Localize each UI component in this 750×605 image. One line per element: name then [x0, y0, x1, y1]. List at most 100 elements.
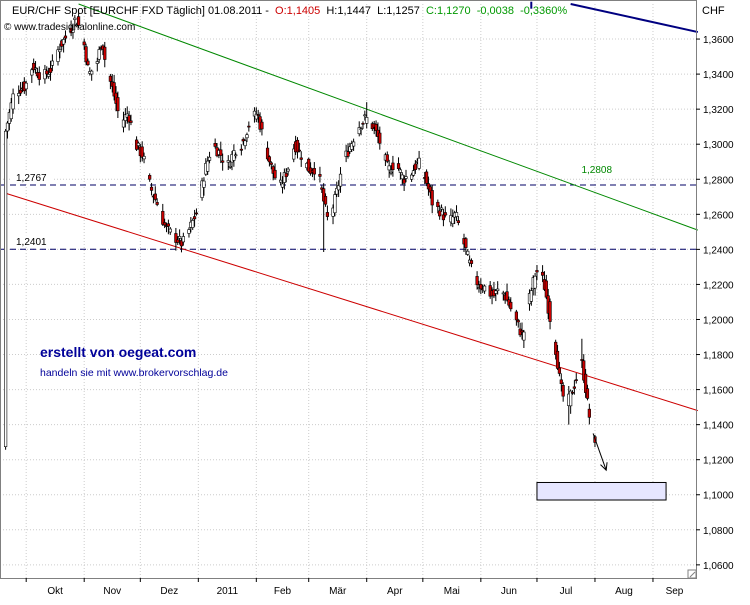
candle-body [140, 146, 144, 158]
candle-body [86, 60, 90, 65]
candle-body [335, 188, 339, 195]
candle-body [337, 185, 341, 191]
candle-body [464, 238, 468, 248]
candle-body [352, 141, 356, 147]
candle-body [529, 290, 533, 302]
candle-body [273, 169, 277, 179]
candle-body [350, 143, 354, 150]
candle-body [30, 69, 34, 76]
candle-body [161, 210, 165, 225]
candle-body [557, 367, 562, 374]
candle-body [11, 93, 15, 110]
candle-body [555, 350, 560, 369]
candle-body [163, 222, 167, 226]
candle-body [482, 285, 487, 292]
candle-body [361, 122, 365, 125]
candle-body [544, 280, 548, 298]
candle-body [76, 16, 81, 26]
target-zone [536, 481, 667, 501]
candle-body [540, 271, 545, 276]
candle-body [252, 110, 257, 117]
candle-body [174, 233, 178, 243]
candle-body [424, 171, 429, 184]
candle-body [299, 157, 303, 160]
chart-header: EUR/CHF Spot [EURCHF FXD Täglich] 01.08.… [12, 5, 567, 17]
candle-body [179, 240, 184, 247]
candle-body [247, 125, 251, 128]
candle-body [269, 162, 273, 165]
candle-body [280, 183, 285, 188]
candle-body [142, 156, 146, 160]
header-open: O:1,1405 [275, 5, 320, 17]
candle-body [153, 193, 157, 200]
y-tick-label: 1,1000 [703, 491, 734, 502]
candle-body [48, 67, 53, 73]
support-line-label: 1,2767 [16, 173, 47, 184]
candle-body [438, 210, 442, 217]
y-tick-label: 1,0600 [703, 561, 734, 572]
candle-body [454, 212, 459, 217]
candle-body [522, 331, 526, 341]
candle-body [554, 341, 558, 355]
candle-body [436, 201, 440, 207]
candle-body [267, 156, 272, 163]
candle-body [410, 174, 414, 180]
candle-body [533, 275, 537, 289]
candle-body [580, 359, 584, 361]
candle-body [374, 124, 378, 131]
candle-body [574, 379, 578, 381]
candle-body [475, 276, 479, 286]
y-tick-label: 1,1600 [703, 386, 734, 397]
candle-body [112, 82, 116, 97]
candle-body [357, 127, 361, 135]
y-axis: 1,3600 1,3400 1,3200 1,3000 1,2800 1,2600 1,24… [696, 35, 734, 572]
candle-body [121, 119, 126, 128]
plot-frame [0, 0, 697, 579]
candle-body [346, 151, 350, 157]
candle-body [520, 330, 524, 333]
candles [4, 9, 597, 450]
arrow-head [600, 462, 608, 472]
candle-body [136, 142, 141, 146]
candle-body [103, 46, 107, 60]
candle-body [148, 175, 152, 180]
candle-body [63, 35, 68, 39]
candle-body [194, 212, 199, 215]
support-line-label: 1,2401 [16, 237, 47, 248]
candle-body [176, 239, 180, 243]
trendline [78, 3, 699, 231]
candle-body [243, 140, 247, 147]
candle-body [469, 260, 474, 264]
resize-corner-glyph [689, 571, 696, 578]
candle-body [585, 388, 590, 399]
y-tick-label: 1,1800 [703, 351, 734, 362]
candle-body [24, 82, 28, 90]
candle-body [181, 236, 185, 243]
x-tick-label: Feb [274, 586, 292, 597]
candle-body [239, 148, 243, 151]
candle-body [213, 143, 217, 147]
support-label-bg [12, 235, 54, 248]
source-credit: © www.tradesignalonline.com [4, 22, 135, 33]
candle-body [71, 29, 75, 33]
x-tick-label: Jul [560, 586, 573, 597]
candle-body [456, 220, 460, 223]
candle-body [62, 39, 66, 45]
header-low: L:1,1257 [377, 5, 420, 17]
candle-body [365, 117, 369, 124]
candle-body [378, 132, 382, 144]
candle-body [286, 168, 290, 172]
candle-body [207, 156, 212, 161]
candle-body [587, 408, 591, 418]
y-tick-label: 1,1200 [703, 456, 734, 467]
candle-body [451, 216, 455, 224]
candle-body [47, 74, 51, 77]
candle-body [265, 147, 270, 160]
candle-body [333, 194, 337, 214]
arrow-shaft [592, 433, 607, 471]
x-tick-label: Apr [387, 586, 403, 597]
candle-body [584, 373, 588, 393]
candle-body [516, 320, 520, 323]
candle-body [9, 102, 13, 120]
candle-body [178, 236, 182, 239]
